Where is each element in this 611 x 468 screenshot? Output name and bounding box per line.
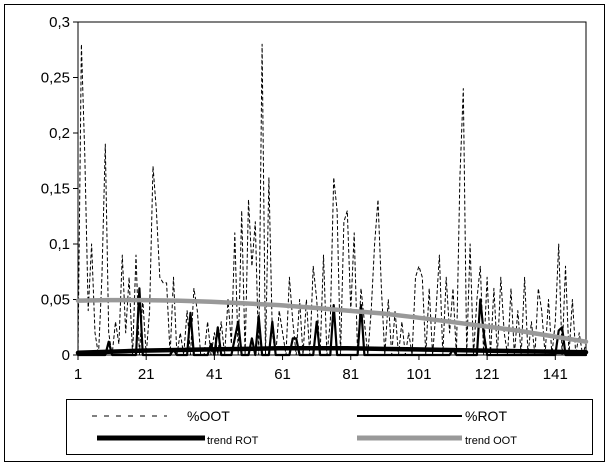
legend-label-oot: %OOT: [187, 408, 230, 424]
x-tick-label: 141: [543, 366, 568, 383]
legend: %OOT %ROT trend ROT trend OOT: [66, 399, 593, 455]
series-oot: [77, 43, 587, 356]
legend-label-trend-oot: trend OOT: [465, 435, 517, 447]
y-tick-label: 0,3: [49, 14, 70, 31]
legend-label-trend-rot: trend ROT: [207, 435, 259, 447]
y-tick-label: 0,05: [41, 292, 70, 309]
line-chart: 00,050,10,150,20,250,3 1 21 41 61 81 101 121 14…: [41, 14, 589, 383]
x-tick-label: 21: [138, 366, 155, 383]
y-tick-label: 0,15: [41, 181, 70, 198]
series-trend-rot: [75, 346, 589, 356]
series-layer: [75, 43, 589, 357]
y-axis: 0 0,05 0,1 0,15 0,2 0,25 0,3: [41, 14, 78, 364]
x-tick-label: 101: [406, 366, 431, 383]
x-tick-label: 61: [274, 366, 291, 383]
plot-area: [77, 21, 587, 356]
y-tick-label: 0,2: [49, 125, 70, 142]
y-tick-label: 0: [62, 347, 70, 364]
y-tick-label: 0,1: [49, 236, 70, 253]
series-trend-oot: [75, 297, 589, 344]
x-tick-label: 81: [342, 366, 359, 383]
series-rot: [76, 287, 588, 357]
legend-label-rot: %ROT: [465, 408, 507, 424]
y-tick-label: 0,25: [41, 70, 70, 87]
x-axis: 1 21 41 61 81 101 121 141: [74, 355, 568, 383]
x-tick-label: 121: [475, 366, 500, 383]
legend-svg: %OOT %ROT trend ROT trend OOT: [92, 408, 517, 447]
x-tick-label: 41: [206, 366, 223, 383]
x-tick-label: 1: [74, 366, 82, 383]
plot-border: [77, 21, 587, 356]
